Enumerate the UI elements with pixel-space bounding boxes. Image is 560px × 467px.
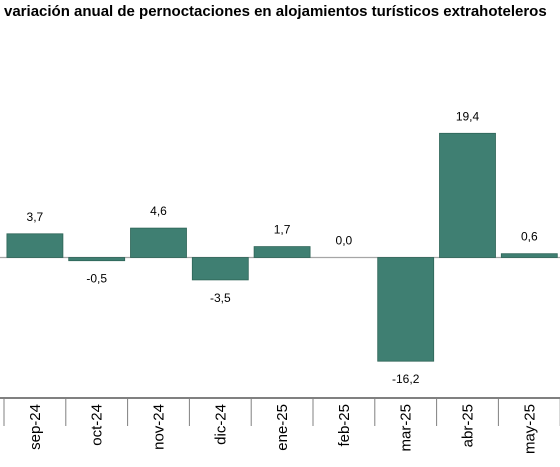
data-label-may-25: 0,6 xyxy=(521,230,538,244)
x-tick-label-nov-24: nov-24 xyxy=(151,404,168,450)
x-tick-label-oct-24: oct-24 xyxy=(89,404,106,446)
x-tick-label-dic-24: dic-24 xyxy=(212,404,229,445)
data-label-abr-25: 19,4 xyxy=(456,109,480,123)
data-label-nov-24: 4,6 xyxy=(150,204,167,218)
data-label-sep-24: 3,7 xyxy=(27,210,44,224)
data-label-ene-25: 1,7 xyxy=(274,223,291,237)
bar-ene-25 xyxy=(253,246,311,258)
x-tick-label-sep-24: sep-24 xyxy=(27,404,44,450)
chart-title: variación anual de pernoctaciones en alo… xyxy=(4,3,547,20)
bar-abr-25 xyxy=(439,132,496,258)
data-label-oct-24: -0,5 xyxy=(86,272,107,286)
bar-dic-24 xyxy=(191,257,249,281)
bar-mar-25 xyxy=(377,257,435,362)
x-tick-label-ene-25: ene-25 xyxy=(274,404,291,451)
data-label-dic-24: -3,5 xyxy=(210,291,231,305)
bar-sep-24 xyxy=(6,233,64,258)
bar-oct-24 xyxy=(68,257,126,262)
bar-nov-24 xyxy=(130,227,187,258)
bar-may-25 xyxy=(500,253,558,258)
x-tick-label-mar-25: mar-25 xyxy=(398,404,415,452)
x-tick-label-abr-25: abr-25 xyxy=(460,404,477,447)
data-label-feb-25: 0,0 xyxy=(336,234,353,248)
x-tick-label-may-25: may-25 xyxy=(521,404,538,454)
data-label-mar-25: -16,2 xyxy=(392,372,420,386)
x-tick-label-feb-25: feb-25 xyxy=(336,404,353,447)
